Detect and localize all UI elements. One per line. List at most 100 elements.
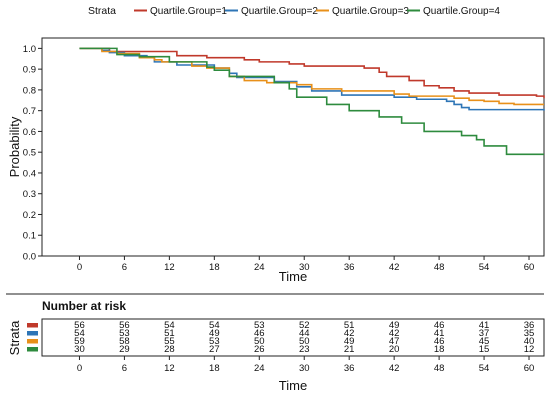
- risk-strata-marker-group-1: [27, 323, 38, 328]
- risk-value: 30: [74, 344, 85, 355]
- risk-value: 26: [254, 344, 265, 355]
- plot-frame: [41, 37, 545, 257]
- risk-table-y-label: Strata: [7, 320, 22, 355]
- y-tick-label: 0.1: [23, 231, 36, 242]
- risk-x-tick-label: 6: [122, 363, 127, 374]
- legend: Strata Quartile.Group=1 Quartile.Group=2 Q…: [88, 5, 500, 17]
- legend-entry-group-2: Quartile.Group=2: [225, 6, 318, 17]
- risk-value: 52: [299, 320, 310, 331]
- y-tick-label: 0.8: [23, 85, 36, 96]
- risk-value: 12: [524, 344, 535, 355]
- x-tick-label: 18: [209, 262, 220, 273]
- y-tick-label: 1.0: [23, 44, 36, 55]
- x-axis-label: Time: [279, 269, 307, 284]
- risk-table-x-label: Time: [279, 378, 307, 393]
- y-tick-label: 0.9: [23, 65, 36, 76]
- risk-value: 28: [164, 344, 175, 355]
- x-tick-label: 0: [77, 262, 82, 273]
- risk-table-title: Number at risk: [42, 299, 126, 313]
- risk-value: 46: [254, 328, 265, 339]
- risk-value: 54: [164, 320, 175, 331]
- legend-entry-group-3: Quartile.Group=3: [316, 6, 409, 17]
- risk-value: 59: [74, 336, 85, 347]
- risk-x-tick-label: 30: [299, 363, 310, 374]
- risk-x-axis-ticks: 0 6 12 18 24 30 36 42 48 54 60: [77, 356, 534, 374]
- y-tick-label: 0.3: [23, 189, 36, 200]
- legend-title: Strata: [88, 5, 116, 17]
- risk-value: 54: [74, 328, 85, 339]
- risk-value: 49: [389, 320, 400, 331]
- risk-x-tick-label: 54: [479, 363, 490, 374]
- risk-value: 45: [479, 336, 490, 347]
- risk-value: 42: [389, 328, 400, 339]
- risk-value: 15: [479, 344, 490, 355]
- risk-value: 27: [209, 344, 220, 355]
- x-tick-label: 30: [299, 262, 310, 273]
- risk-value: 51: [164, 328, 175, 339]
- risk-value: 53: [119, 328, 130, 339]
- survival-curves: [79, 47, 545, 156]
- legend-label: Quartile.Group=1: [150, 6, 227, 17]
- risk-strata-marker-group-3: [27, 339, 38, 344]
- risk-value: 46: [434, 320, 445, 331]
- risk-value: 53: [254, 320, 265, 331]
- risk-value: 49: [344, 336, 355, 347]
- risk-value: 37: [479, 328, 490, 339]
- risk-value: 23: [299, 344, 310, 355]
- risk-x-tick-label: 36: [344, 363, 355, 374]
- risk-x-tick-label: 42: [389, 363, 400, 374]
- x-axis-ticks: 0 6 12 18 24 30 36 42 48 54 60: [77, 256, 534, 273]
- legend-label: Quartile.Group=3: [332, 6, 409, 17]
- y-tick-label: 0.2: [23, 210, 36, 221]
- y-axis-label: Probability: [7, 116, 22, 177]
- y-tick-label: 0.5: [23, 148, 36, 159]
- legend-label: Quartile.Group=2: [241, 6, 318, 17]
- survival-curve-group-1: [79, 47, 545, 99]
- x-tick-label: 60: [524, 262, 535, 273]
- risk-value: 29: [119, 344, 130, 355]
- risk-value: 50: [299, 336, 310, 347]
- x-tick-label: 6: [122, 262, 127, 273]
- risk-value: 20: [389, 344, 400, 355]
- survival-curve-group-4: [79, 47, 544, 156]
- risk-value: 54: [209, 320, 220, 331]
- y-axis-ticks: 0.0 0.1 0.2 0.3 0.4 0.5 0.6 0.7 0.8 0.9 1.0: [23, 44, 42, 263]
- x-tick-label: 48: [434, 262, 445, 273]
- risk-value: 50: [254, 336, 265, 347]
- risk-value: 42: [344, 328, 355, 339]
- risk-value: 56: [119, 320, 130, 331]
- risk-strata-marker-group-2: [27, 331, 38, 336]
- risk-table-frame: [41, 318, 545, 357]
- x-tick-label: 54: [479, 262, 490, 273]
- risk-value: 47: [389, 336, 400, 347]
- risk-value: 40: [524, 336, 535, 347]
- risk-value: 58: [119, 336, 130, 347]
- risk-value: 56: [74, 320, 85, 331]
- legend-label: Quartile.Group=4: [423, 6, 500, 17]
- risk-x-tick-label: 18: [209, 363, 220, 374]
- risk-value: 51: [344, 320, 355, 331]
- km-plot: 0.0 0.1 0.2 0.3 0.4 0.5 0.6 0.7 0.8 0.9 1.0 0 6 12 18…: [7, 37, 545, 284]
- risk-x-tick-label: 12: [164, 363, 175, 374]
- risk-value: 18: [434, 344, 445, 355]
- legend-entry-group-4: Quartile.Group=4: [407, 6, 500, 17]
- risk-x-tick-label: 60: [524, 363, 535, 374]
- risk-value: 55: [164, 336, 175, 347]
- y-tick-label: 0.0: [23, 252, 36, 263]
- risk-value: 41: [434, 328, 445, 339]
- risk-value: 36: [524, 320, 535, 331]
- risk-value: 46: [434, 336, 445, 347]
- risk-value: 44: [299, 328, 310, 339]
- x-tick-label: 24: [254, 262, 265, 273]
- risk-value: 21: [344, 344, 355, 355]
- x-tick-label: 36: [344, 262, 355, 273]
- y-tick-label: 0.7: [23, 106, 36, 117]
- y-tick-label: 0.6: [23, 127, 36, 138]
- y-tick-label: 0.4: [23, 168, 36, 179]
- x-tick-label: 42: [389, 262, 400, 273]
- risk-strata-markers: [27, 323, 38, 352]
- risk-x-tick-label: 24: [254, 363, 265, 374]
- legend-items: Quartile.Group=1 Quartile.Group=2 Quartile…: [134, 6, 500, 17]
- risk-value: 53: [209, 336, 220, 347]
